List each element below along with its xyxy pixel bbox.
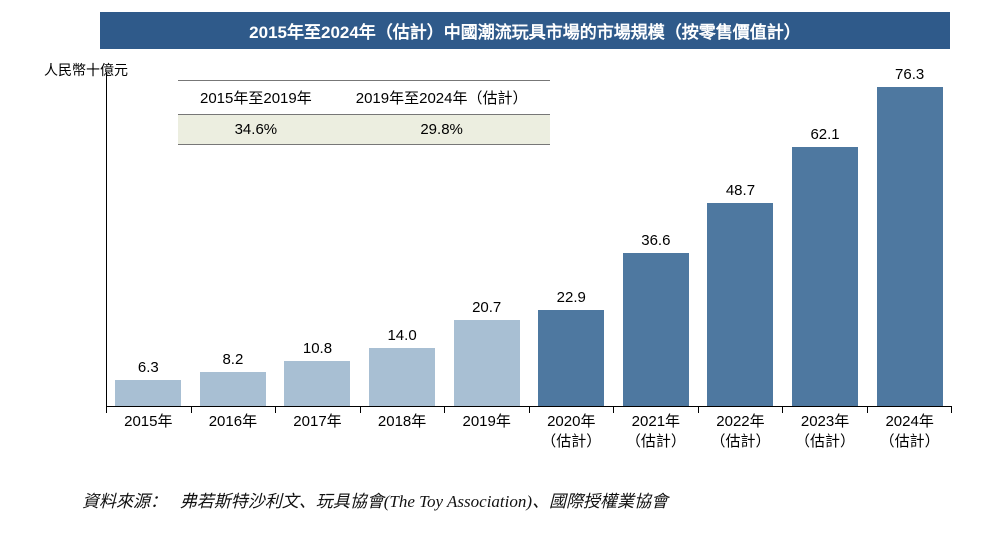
bar-rect — [454, 320, 520, 406]
bar-rect — [284, 361, 350, 406]
bar-col: 62.1 — [783, 126, 867, 406]
source-label: 資料來源： — [82, 492, 167, 511]
bar-value-label: 48.7 — [726, 182, 755, 199]
source-citation: 資料來源： 弗若斯特沙利文、玩具協會(The Toy Association)、… — [82, 487, 668, 512]
x-axis-label: 2015年 — [106, 412, 190, 451]
bar-value-label: 20.7 — [472, 299, 501, 316]
bar-chart: 6.38.210.814.020.722.936.648.762.176.3 2… — [96, 72, 956, 422]
x-axis-label: 2018年 — [360, 412, 444, 451]
x-axis-label: 2023年 （估計） — [783, 412, 867, 451]
bar-rect — [115, 380, 181, 406]
bar-value-label: 10.8 — [303, 340, 332, 357]
source-text: 弗若斯特沙利文、玩具協會(The Toy Association)、國際授權業協… — [180, 492, 668, 511]
bar-value-label: 62.1 — [810, 126, 839, 143]
bar-rect — [200, 372, 266, 406]
bar-col: 48.7 — [698, 182, 782, 406]
bar-col: 14.0 — [360, 327, 444, 406]
x-axis-label: 2019年 — [445, 412, 529, 451]
bar-value-label: 6.3 — [138, 359, 159, 376]
x-axis-label: 2017年 — [275, 412, 359, 451]
bar-col: 8.2 — [191, 351, 275, 406]
x-axis-label: 2016年 — [191, 412, 275, 451]
bar-col: 76.3 — [868, 66, 952, 406]
bar-rect — [707, 203, 773, 406]
bar-col: 22.9 — [529, 289, 613, 406]
bar-value-label: 36.6 — [641, 232, 670, 249]
bar-value-label: 8.2 — [222, 351, 243, 368]
bar-rect — [623, 253, 689, 406]
x-axis-label: 2020年 （估計） — [529, 412, 613, 451]
bar-rect — [877, 87, 943, 406]
bar-value-label: 14.0 — [387, 327, 416, 344]
bar-rect — [538, 310, 604, 406]
bar-col: 6.3 — [106, 359, 190, 406]
x-axis-label: 2022年 （估計） — [698, 412, 782, 451]
bar-col: 36.6 — [614, 232, 698, 406]
chart-title: 2015年至2024年（估計）中國潮流玩具市場的市場規模（按零售價值計） — [100, 12, 950, 49]
x-axis-label: 2024年 （估計） — [868, 412, 952, 451]
bar-rect — [369, 348, 435, 406]
bar-value-label: 22.9 — [557, 289, 586, 306]
bar-col: 20.7 — [445, 299, 529, 406]
x-axis-line — [106, 406, 952, 407]
bar-rect — [792, 147, 858, 406]
bar-value-label: 76.3 — [895, 66, 924, 83]
x-axis-label: 2021年 （估計） — [614, 412, 698, 451]
bar-col: 10.8 — [275, 340, 359, 406]
